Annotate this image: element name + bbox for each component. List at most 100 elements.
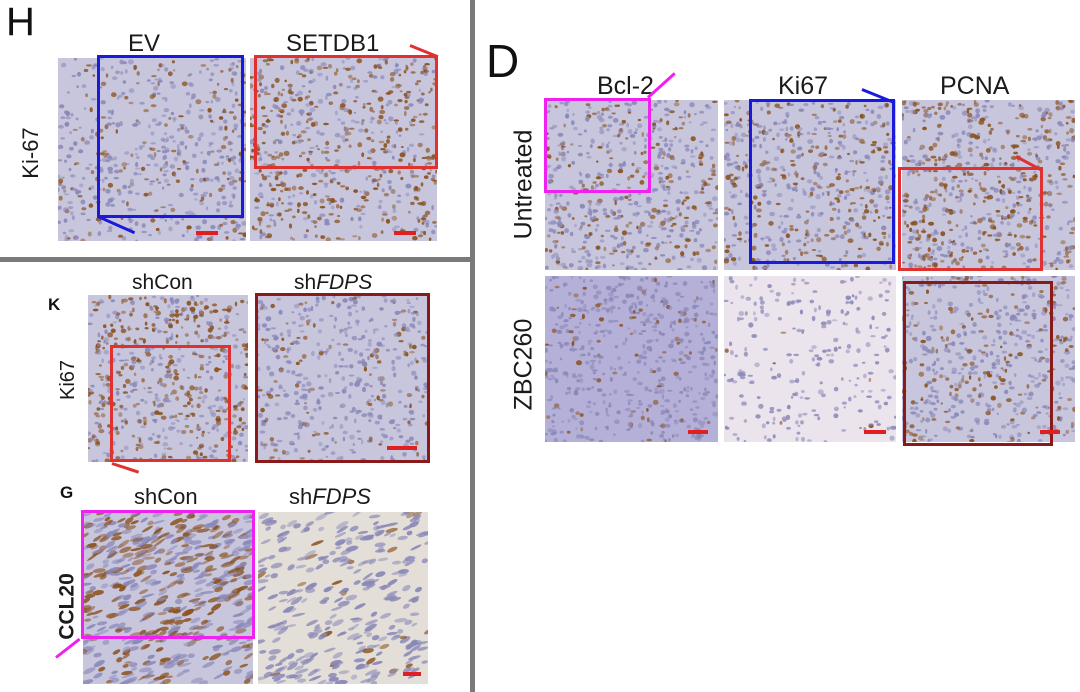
nucleus [603, 212, 608, 216]
nucleus [396, 200, 402, 204]
nucleus [984, 115, 989, 119]
stained-nucleus [274, 175, 279, 181]
stained-nucleus [197, 376, 202, 379]
nucleus [365, 348, 371, 351]
stained-nucleus [182, 618, 192, 622]
nucleus [923, 112, 929, 116]
stained-nucleus [883, 235, 886, 239]
nucleus [357, 360, 362, 364]
stained-nucleus [306, 95, 311, 99]
stained-nucleus [415, 82, 419, 86]
nucleus [962, 103, 965, 107]
nucleus [734, 165, 739, 170]
nucleus [213, 63, 220, 67]
nucleus [564, 102, 569, 107]
nucleus [740, 138, 744, 143]
nucleus [876, 114, 882, 119]
stained-nucleus [201, 432, 205, 438]
nucleus [273, 678, 281, 682]
stained-nucleus [545, 132, 549, 135]
nucleus [635, 167, 642, 170]
nucleus [176, 149, 182, 155]
nucleus [336, 525, 349, 534]
nucleus [1058, 259, 1064, 265]
nucleus [283, 393, 290, 398]
nucleus [98, 168, 104, 174]
stained-nucleus [194, 373, 198, 379]
nucleus [245, 574, 253, 580]
stained-nucleus [768, 221, 774, 226]
nucleus [141, 223, 146, 228]
nucleus [564, 303, 567, 308]
nucleus [838, 258, 842, 262]
nucleus [701, 265, 708, 270]
nucleus [125, 337, 129, 342]
nucleus [391, 86, 395, 89]
nucleus [760, 237, 765, 241]
nucleus [588, 208, 592, 213]
stained-nucleus [157, 611, 167, 616]
nucleus [1038, 193, 1042, 197]
nucleus [64, 159, 67, 163]
nucleus [258, 586, 267, 592]
nucleus [162, 427, 165, 433]
nucleus [391, 359, 395, 365]
stained-nucleus [545, 248, 548, 252]
nucleus [650, 220, 654, 224]
nucleus [956, 138, 963, 143]
stained-nucleus [555, 260, 561, 264]
nucleus [967, 124, 973, 130]
nucleus [312, 407, 318, 412]
stained-nucleus [380, 148, 386, 151]
nucleus [579, 267, 582, 270]
stained-nucleus [266, 224, 272, 228]
stained-nucleus [241, 427, 245, 432]
nucleus [815, 194, 821, 200]
nucleus [593, 215, 596, 220]
nucleus [1055, 257, 1060, 262]
nucleus [391, 560, 402, 565]
stained-nucleus [545, 137, 550, 140]
nucleus [63, 193, 70, 196]
nucleus [167, 367, 171, 371]
nucleus [395, 356, 402, 360]
nucleus [827, 131, 831, 135]
panel-h-col-setdb1: SETDB1 [286, 30, 380, 57]
stained-nucleus [385, 527, 398, 533]
stained-nucleus [98, 375, 105, 379]
nucleus [256, 328, 261, 331]
nucleus [1063, 146, 1067, 152]
nucleus [633, 151, 637, 155]
stained-nucleus [725, 244, 731, 249]
stained-nucleus [174, 313, 180, 318]
stained-nucleus [348, 74, 353, 79]
stained-nucleus [418, 120, 425, 123]
nucleus [118, 557, 126, 563]
stained-nucleus [1004, 162, 1008, 165]
nucleus [628, 427, 633, 429]
nucleus [229, 148, 233, 152]
nucleus [958, 180, 963, 183]
stained-nucleus [430, 87, 433, 92]
nucleus [626, 232, 633, 235]
stained-nucleus [212, 90, 217, 95]
stained-nucleus [921, 218, 926, 224]
nucleus [66, 154, 72, 159]
nucleus [153, 85, 159, 91]
nucleus [606, 128, 610, 132]
nucleus [918, 219, 923, 224]
nucleus [657, 100, 662, 102]
stained-nucleus [705, 248, 712, 253]
stained-nucleus [207, 107, 212, 113]
nucleus [375, 651, 383, 656]
stained-nucleus [96, 152, 100, 156]
nucleus [367, 71, 373, 74]
nucleus [198, 386, 203, 391]
stained-nucleus [169, 518, 183, 526]
nucleus [942, 159, 946, 165]
nucleus [373, 525, 380, 531]
nucleus [373, 521, 379, 526]
stained-nucleus [983, 162, 990, 167]
stained-nucleus [1048, 112, 1053, 117]
nucleus [208, 78, 213, 82]
